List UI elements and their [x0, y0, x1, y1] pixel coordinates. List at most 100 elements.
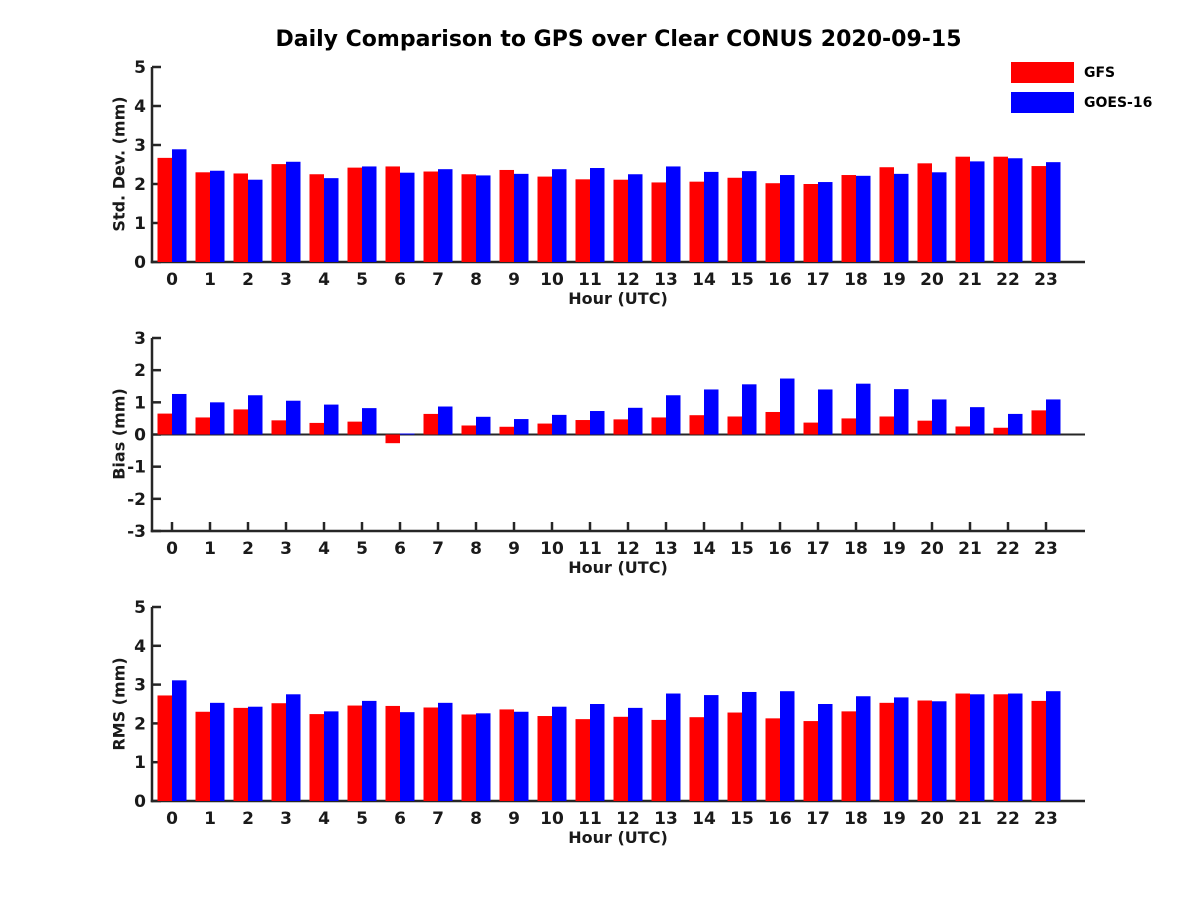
x-tick-label: 0: [166, 270, 178, 290]
x-tick-label: 5: [356, 539, 368, 559]
bar-goes16-hour-16: [780, 378, 795, 435]
bar-goes16-hour-3: [286, 400, 301, 435]
bar-gfs-hour-10: [537, 176, 552, 262]
bar-gfs-hour-5: [347, 167, 362, 262]
x-tick-label: 8: [470, 809, 482, 829]
bar-goes16-hour-8: [476, 175, 491, 262]
bar-gfs-hour-21: [955, 426, 970, 435]
bar-gfs-hour-13: [651, 417, 666, 435]
x-tick-label: 21: [958, 809, 982, 829]
bar-goes16-hour-8: [476, 713, 491, 801]
bar-goes16-hour-11: [590, 168, 605, 262]
bar-gfs-hour-16: [765, 411, 780, 435]
bar-gfs-hour-6: [385, 166, 400, 262]
x-tick-label: 10: [540, 539, 564, 559]
bar-gfs-hour-4: [309, 714, 324, 801]
bar-goes16-hour-10: [552, 706, 567, 801]
x-tick-label: 14: [692, 809, 716, 829]
x-tick-label: 18: [844, 809, 868, 829]
y-tick-label: 4: [134, 97, 146, 117]
bar-gfs-hour-6: [385, 705, 400, 801]
x-tick-label: 22: [996, 539, 1020, 559]
bar-goes16-hour-11: [590, 704, 605, 801]
bar-goes16-hour-17: [818, 182, 833, 262]
bar-gfs-hour-8: [461, 714, 476, 801]
x-tick-label: 13: [654, 809, 678, 829]
bar-gfs-hour-16: [765, 183, 780, 262]
x-tick-label: 1: [204, 270, 216, 290]
legend-entry-goes16: GOES-16: [1011, 92, 1152, 113]
bar-goes16-hour-8: [476, 416, 491, 435]
x-tick-label: 12: [616, 809, 640, 829]
bar-goes16-hour-4: [324, 711, 339, 801]
bar-goes16-hour-19: [894, 389, 909, 435]
y-tick-label: 1: [134, 214, 146, 234]
bar-goes16-hour-22: [1008, 158, 1023, 262]
bar-gfs-hour-1: [195, 711, 210, 801]
x-tick-label: 6: [394, 270, 406, 290]
bar-goes16-hour-19: [894, 173, 909, 262]
y-tick-label: -1: [127, 458, 146, 478]
bar-gfs-hour-3: [271, 703, 286, 801]
x-tick-label: 9: [508, 270, 520, 290]
bar-gfs-hour-18: [841, 418, 856, 435]
bar-gfs-hour-13: [651, 182, 666, 262]
x-tick-label: 19: [882, 539, 906, 559]
bar-gfs-hour-3: [271, 420, 286, 435]
bar-goes16-hour-23: [1046, 399, 1061, 435]
bar-gfs-hour-2: [233, 173, 248, 262]
bar-gfs-hour-2: [233, 707, 248, 801]
x-tick-label: 11: [578, 270, 602, 290]
bar-gfs-hour-17: [803, 721, 818, 801]
x-tick-label: 15: [730, 809, 754, 829]
x-tick-label: 10: [540, 270, 564, 290]
x-tick-label: 2: [242, 809, 254, 829]
bar-gfs-hour-14: [689, 415, 704, 435]
x-tick-label: 20: [920, 539, 944, 559]
y-tick-label: 5: [134, 598, 146, 618]
x-tick-label: 4: [318, 809, 330, 829]
bar-goes16-hour-2: [248, 179, 263, 262]
bar-goes16-hour-5: [362, 700, 377, 801]
bar-gfs-hour-23: [1031, 410, 1046, 435]
bar-goes16-hour-18: [856, 175, 871, 262]
y-tick-label: 3: [134, 329, 146, 349]
x-tick-label: 3: [280, 809, 292, 829]
bar-goes16-hour-0: [172, 149, 187, 262]
bar-gfs-hour-18: [841, 175, 856, 262]
bar-goes16-hour-13: [666, 395, 681, 435]
bar-goes16-hour-19: [894, 697, 909, 801]
bar-goes16-hour-22: [1008, 413, 1023, 435]
x-tick-label: 23: [1034, 270, 1058, 290]
bar-gfs-hour-0: [157, 695, 172, 801]
bar-gfs-hour-21: [955, 156, 970, 262]
x-tick-label: 11: [578, 809, 602, 829]
bar-gfs-hour-15: [727, 712, 742, 801]
legend-swatch-goes16-icon: [1011, 92, 1074, 113]
bar-gfs-hour-17: [803, 422, 818, 435]
bar-gfs-hour-19: [879, 167, 894, 262]
bar-goes16-hour-14: [704, 171, 719, 262]
bar-gfs-hour-23: [1031, 700, 1046, 801]
x-axis-label-bottom: Hour (UTC): [568, 828, 668, 847]
bar-gfs-hour-1: [195, 172, 210, 262]
bar-goes16-hour-20: [932, 701, 947, 801]
bar-gfs-hour-13: [651, 719, 666, 801]
x-tick-label: 18: [844, 539, 868, 559]
y-tick-label: 2: [134, 361, 146, 381]
x-tick-label: 19: [882, 809, 906, 829]
bar-gfs-hour-9: [499, 426, 514, 435]
x-tick-label: 0: [166, 539, 178, 559]
x-tick-label: 16: [768, 539, 792, 559]
x-tick-label: 10: [540, 809, 564, 829]
bar-goes16-hour-0: [172, 680, 187, 801]
bar-goes16-hour-13: [666, 166, 681, 262]
y-tick-label: 2: [134, 175, 146, 195]
bar-gfs-hour-14: [689, 717, 704, 801]
x-tick-label: 13: [654, 270, 678, 290]
x-tick-label: 14: [692, 539, 716, 559]
x-tick-label: 15: [730, 539, 754, 559]
x-tick-label: 9: [508, 809, 520, 829]
bar-gfs-hour-14: [689, 181, 704, 262]
